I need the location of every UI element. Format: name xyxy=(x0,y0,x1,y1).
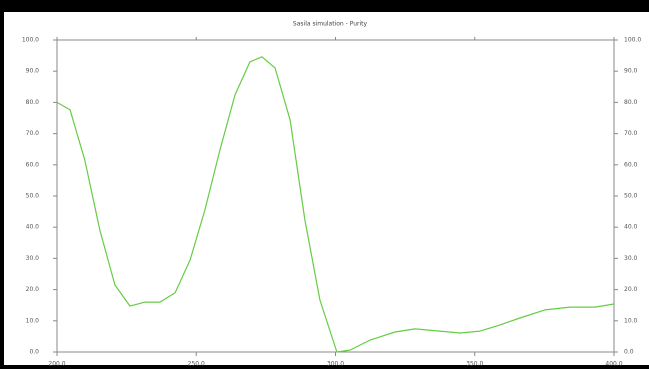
y2-tick-label: 20.0 xyxy=(624,286,638,293)
y-tick-label: 10.0 xyxy=(26,317,40,324)
y2-tick-label: 80.0 xyxy=(624,99,638,106)
bottom-border xyxy=(0,365,649,369)
y2-tick-label: 0.0 xyxy=(624,349,634,356)
chart-title: Sasila simulation - Purity xyxy=(293,21,368,28)
x-tick-label: 350.0 xyxy=(466,361,483,368)
y2-tick-label: 70.0 xyxy=(624,130,638,137)
data-line xyxy=(56,56,615,353)
left-border xyxy=(0,0,4,369)
y2-tick-label: 90.0 xyxy=(624,68,638,75)
y-tick-label: 40.0 xyxy=(26,224,40,231)
x-tick-label: 400.0 xyxy=(605,361,622,368)
y-tick-label: 50.0 xyxy=(26,193,40,200)
y2-tick-label: 100.0 xyxy=(624,37,641,44)
x-tick-label: 200.0 xyxy=(48,361,65,368)
y-tick-label: 0.0 xyxy=(29,349,39,356)
y-tick-label: 20.0 xyxy=(26,286,40,293)
y-tick-label: 70.0 xyxy=(26,130,40,137)
y2-tick-label: 10.0 xyxy=(624,317,638,324)
x-tick-label: 300.0 xyxy=(327,361,344,368)
y2-tick-label: 60.0 xyxy=(624,161,638,168)
y-tick-label: 100.0 xyxy=(22,37,39,44)
y-tick-label: 80.0 xyxy=(26,99,40,106)
y2-tick-label: 30.0 xyxy=(624,255,638,262)
y2-tick-label: 50.0 xyxy=(624,193,638,200)
top-border xyxy=(0,0,649,12)
y-tick-label: 90.0 xyxy=(26,68,40,75)
y-tick-label: 60.0 xyxy=(26,161,40,168)
y-tick-label: 30.0 xyxy=(26,255,40,262)
y2-tick-label: 40.0 xyxy=(624,224,638,231)
x-tick-label: 250.0 xyxy=(188,361,205,368)
